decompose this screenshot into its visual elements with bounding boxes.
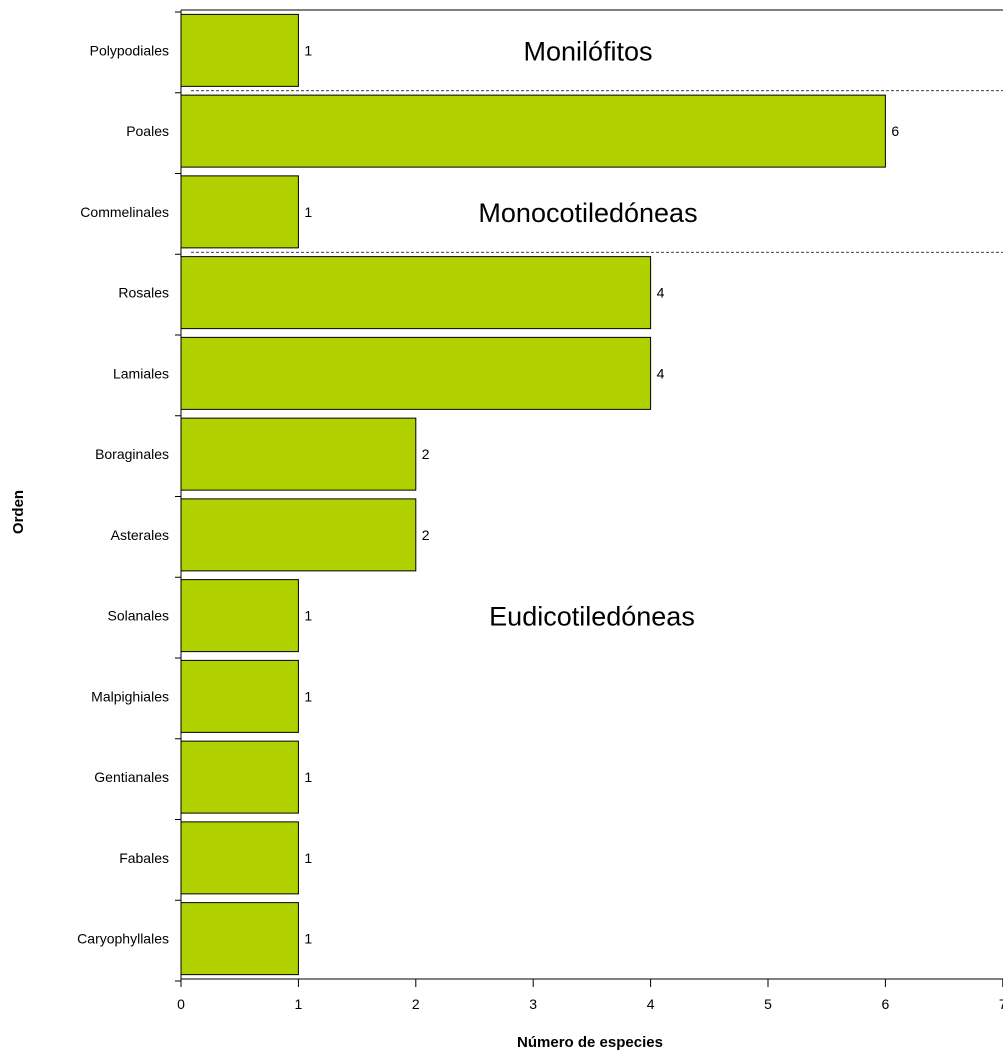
value-label-lamiales: 4 bbox=[657, 365, 665, 381]
bar-poales bbox=[180, 94, 886, 168]
x-tick-label-6: 6 bbox=[882, 996, 890, 1012]
bar-gentianales bbox=[180, 740, 299, 814]
category-label-commelinales: Commelinales bbox=[80, 204, 169, 220]
bar-rosales bbox=[180, 256, 652, 330]
value-label-polypodiales: 1 bbox=[304, 42, 312, 58]
category-label-boraginales: Boraginales bbox=[95, 446, 169, 462]
x-tick-label-2: 2 bbox=[412, 996, 420, 1012]
group-label-eudicotiledoneas: Eudicotiledóneas bbox=[489, 602, 695, 632]
bar-polypodiales bbox=[180, 13, 299, 87]
x-tick-label-5: 5 bbox=[764, 996, 772, 1012]
value-label-fabales: 1 bbox=[304, 850, 312, 866]
category-label-caryophyllales: Caryophyllales bbox=[77, 931, 169, 947]
group-label-monocotiledoneas: Monocotiledóneas bbox=[478, 198, 697, 228]
value-label-solanales: 1 bbox=[304, 608, 312, 624]
bar-commelinales bbox=[180, 175, 299, 249]
bars-layer bbox=[180, 13, 886, 976]
value-label-poales: 6 bbox=[891, 123, 899, 139]
category-label-fabales: Fabales bbox=[119, 850, 169, 866]
value-label-commelinales: 1 bbox=[304, 204, 312, 220]
bar-asterales bbox=[180, 498, 417, 572]
category-label-gentianales: Gentianales bbox=[94, 769, 169, 785]
bar-boraginales bbox=[180, 417, 417, 491]
x-tick-label-0: 0 bbox=[177, 996, 185, 1012]
category-label-polypodiales: Polypodiales bbox=[90, 42, 169, 58]
bar-caryophyllales bbox=[180, 902, 299, 976]
group-label-monilofitos: Monilófitos bbox=[523, 36, 652, 66]
x-axis-title: Número de especies bbox=[517, 1034, 663, 1051]
bar-solanales bbox=[180, 579, 299, 653]
y-ticks bbox=[175, 11, 181, 982]
value-label-rosales: 4 bbox=[657, 285, 665, 301]
x-tick-label-7: 7 bbox=[999, 996, 1003, 1012]
group-separators bbox=[191, 90, 1003, 253]
labels-layer: Polypodiales 1 Poales 6 Commelinales 1 Rosales… bbox=[77, 42, 899, 946]
category-label-rosales: Rosales bbox=[118, 285, 169, 301]
y-axis-title: Orden bbox=[10, 490, 27, 534]
x-ticks: 0 1 2 3 4 5 6 7 bbox=[177, 979, 1003, 1012]
category-label-malpighiales: Malpighiales bbox=[91, 688, 169, 704]
value-label-caryophyllales: 1 bbox=[304, 931, 312, 947]
value-label-malpighiales: 1 bbox=[304, 688, 312, 704]
category-label-poales: Poales bbox=[126, 123, 169, 139]
x-tick-label-4: 4 bbox=[647, 996, 655, 1012]
value-label-gentianales: 1 bbox=[304, 769, 312, 785]
category-label-asterales: Asterales bbox=[111, 527, 169, 543]
category-label-lamiales: Lamiales bbox=[113, 365, 169, 381]
category-label-solanales: Solanales bbox=[108, 608, 170, 624]
bar-fabales bbox=[180, 821, 299, 895]
x-tick-label-1: 1 bbox=[295, 996, 303, 1012]
group-labels: Monilófitos Monocotiledóneas Eudicotiledón… bbox=[478, 36, 697, 631]
value-label-boraginales: 2 bbox=[422, 446, 430, 462]
x-tick-label-3: 3 bbox=[529, 996, 537, 1012]
bar-malpighiales bbox=[180, 659, 299, 733]
bar-lamiales bbox=[180, 336, 652, 410]
value-label-asterales: 2 bbox=[422, 527, 430, 543]
